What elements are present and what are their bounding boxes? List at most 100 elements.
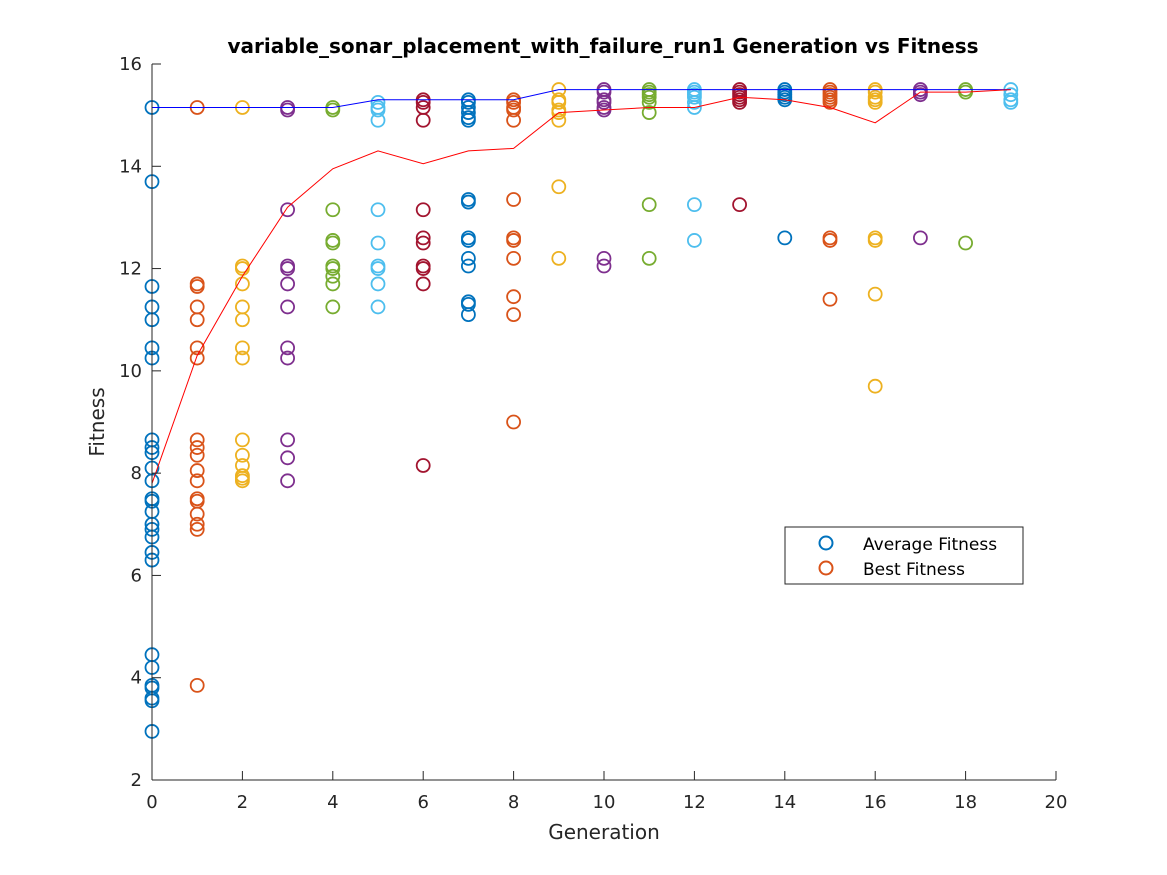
population-marker (822, 233, 838, 248)
population-marker (415, 202, 431, 218)
legend-label-best-fitness: Best Fitness (863, 560, 965, 580)
population-marker (596, 94, 612, 110)
y-axis-ticks: 2 4 6 8 10 12 14 16 (119, 54, 161, 791)
x-axis-ticks: 0 2 4 6 8 10 12 14 16 18 20 (146, 771, 1067, 813)
population-marker (325, 235, 341, 251)
population-marker (370, 235, 386, 251)
population-marker (189, 312, 205, 328)
population-marker (506, 102, 521, 118)
population-marker (867, 94, 883, 110)
population-marker (641, 89, 657, 105)
population-marker (687, 197, 702, 213)
population-marker (641, 94, 657, 110)
y-axis-label: Fitness (85, 387, 109, 456)
x-tick-label: 14 (773, 792, 796, 813)
population-marker (189, 279, 205, 294)
population-marker (280, 473, 296, 489)
population-marker (460, 194, 476, 210)
legend-label-average-fitness: Average Fitness (863, 535, 997, 555)
population-marker (596, 250, 612, 266)
x-tick-label: 6 (417, 792, 428, 813)
population-marker (460, 307, 476, 323)
x-axis-label: Generation (548, 820, 660, 844)
population-marker (234, 432, 250, 448)
population-marker (280, 299, 296, 315)
population-marker (687, 89, 702, 105)
x-tick-label: 4 (327, 792, 338, 813)
x-tick-label: 18 (954, 792, 977, 813)
x-tick-label: 16 (864, 792, 887, 813)
population-marker (1003, 87, 1019, 103)
population-marker (460, 112, 476, 128)
population-marker (506, 289, 521, 305)
fitness-lines (151, 89, 1011, 484)
population-marker (415, 458, 431, 473)
population-marker (189, 340, 205, 356)
population-marker (234, 350, 250, 366)
population-marker (189, 447, 205, 463)
population-marker (551, 250, 567, 266)
population-marker (415, 230, 431, 246)
population-marker (415, 112, 431, 128)
population-marker (234, 473, 250, 489)
population-marker (280, 261, 296, 276)
population-marker (370, 112, 386, 128)
population-marker (189, 463, 205, 478)
population-marker (460, 296, 476, 312)
population-marker (460, 258, 476, 274)
population-marker (867, 286, 883, 302)
y-tick-label: 12 (119, 259, 142, 280)
population-marker (958, 235, 973, 251)
y-tick-label: 16 (119, 54, 142, 75)
population-marker (280, 340, 296, 356)
population-marker (732, 197, 747, 213)
population-marker (460, 250, 476, 266)
population-marker (370, 102, 386, 118)
population-marker (551, 94, 567, 110)
population-marker (777, 230, 793, 246)
population-marker (280, 102, 296, 118)
population-marker (370, 299, 386, 315)
series-line-best-fitness (152, 89, 1011, 108)
axes-background (152, 64, 1056, 780)
population-marker (687, 233, 702, 248)
x-tick-label: 20 (1045, 792, 1068, 813)
series-line-average-fitness (151, 89, 1011, 484)
population-marker (460, 94, 476, 110)
population-marker (1003, 94, 1019, 110)
population-marker (506, 94, 521, 110)
population-marker (189, 522, 205, 537)
population-marker (867, 84, 883, 100)
population-marker (325, 299, 341, 315)
population-marker (325, 268, 341, 284)
population-marker (415, 276, 431, 292)
legend-marker-average-fitness (818, 535, 834, 551)
population-marker (234, 340, 250, 356)
population-marker (189, 506, 205, 522)
population-marker (280, 432, 296, 448)
population-marker (687, 94, 702, 110)
population-marker (732, 94, 747, 110)
population-marker (325, 202, 341, 218)
population-marker (325, 102, 341, 118)
population-marker (596, 84, 612, 100)
population-marker (460, 105, 476, 120)
x-tick-label: 0 (146, 792, 157, 813)
population-marker (460, 233, 476, 248)
y-tick-label: 8 (131, 463, 142, 484)
population-marker (641, 250, 657, 266)
population-marker (189, 350, 205, 366)
population-marker (415, 261, 431, 276)
population-marker (822, 94, 838, 110)
population-marker (867, 233, 883, 248)
population-marker (325, 261, 341, 276)
x-tick-label: 8 (508, 792, 519, 813)
population-marker (506, 192, 521, 207)
population-marker (370, 276, 386, 292)
population-marker (867, 378, 883, 394)
population-marker (913, 230, 928, 246)
population-marker (280, 202, 296, 218)
x-tick-label: 12 (683, 792, 706, 813)
